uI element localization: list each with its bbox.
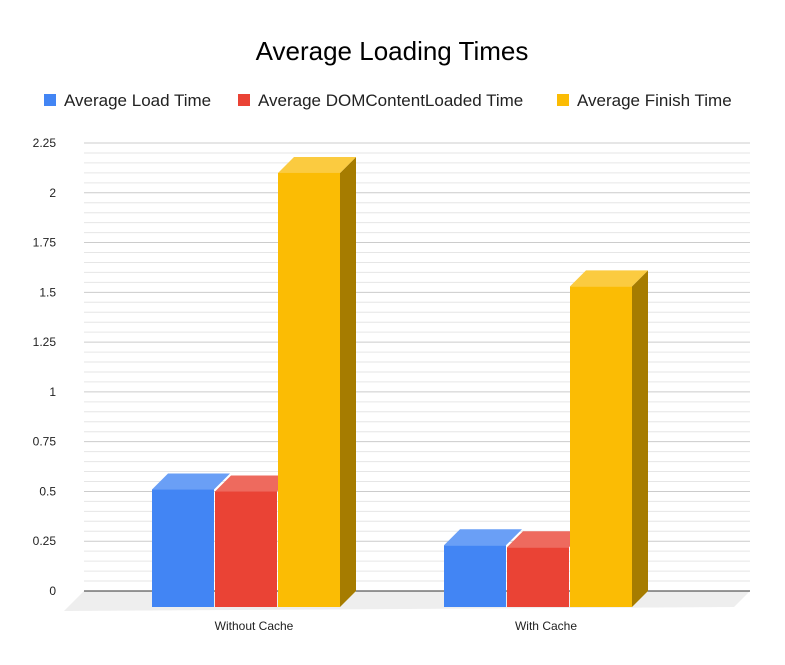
bar-front bbox=[444, 545, 506, 607]
bar-side bbox=[340, 156, 356, 607]
y-axis: 0 0.25 0.5 0.75 1 1.25 1.5 1.75 2 2.25 bbox=[33, 136, 57, 598]
x-axis: Without Cache With Cache bbox=[215, 619, 578, 633]
bar bbox=[444, 529, 522, 607]
x-tick-label: Without Cache bbox=[215, 619, 294, 633]
y-tick-label: 1.75 bbox=[33, 236, 57, 250]
bar bbox=[278, 156, 356, 607]
bar-front bbox=[278, 172, 340, 607]
bar bbox=[215, 475, 293, 607]
bar-front bbox=[570, 286, 632, 607]
y-tick-label: 1 bbox=[49, 385, 56, 399]
legend-swatch-domcontentloaded bbox=[238, 94, 250, 106]
bar-top bbox=[215, 475, 293, 492]
bar bbox=[507, 531, 585, 607]
y-tick-label: 1.25 bbox=[33, 335, 57, 349]
bar-front bbox=[152, 489, 214, 607]
legend: Average Load Time Average DOMContentLoad… bbox=[44, 91, 732, 110]
y-tick-label: 0 bbox=[49, 584, 56, 598]
y-tick-label: 2 bbox=[49, 186, 56, 200]
x-tick-label: With Cache bbox=[515, 619, 577, 633]
bars bbox=[152, 156, 648, 607]
y-tick-label: 1.5 bbox=[39, 285, 56, 299]
y-tick-label: 0.75 bbox=[33, 435, 57, 449]
bar-front bbox=[215, 491, 277, 607]
legend-swatch-finish bbox=[557, 94, 569, 106]
bar bbox=[152, 473, 230, 607]
chart-title: Average Loading Times bbox=[256, 36, 529, 66]
bar-top bbox=[570, 270, 648, 287]
legend-swatch-load bbox=[44, 94, 56, 106]
legend-label-domcontentloaded: Average DOMContentLoaded Time bbox=[258, 91, 523, 110]
bar-top bbox=[507, 531, 585, 548]
legend-label-load: Average Load Time bbox=[64, 91, 211, 110]
y-tick-label: 0.25 bbox=[33, 534, 57, 548]
bar-top bbox=[444, 529, 522, 546]
legend-label-finish: Average Finish Time bbox=[577, 91, 732, 110]
bar-side bbox=[632, 270, 648, 607]
y-tick-label: 2.25 bbox=[33, 136, 57, 150]
bar-top bbox=[278, 156, 356, 173]
y-tick-label: 0.5 bbox=[39, 484, 56, 498]
bar-top bbox=[152, 473, 230, 490]
bar bbox=[570, 270, 648, 607]
bar-front bbox=[507, 547, 569, 607]
